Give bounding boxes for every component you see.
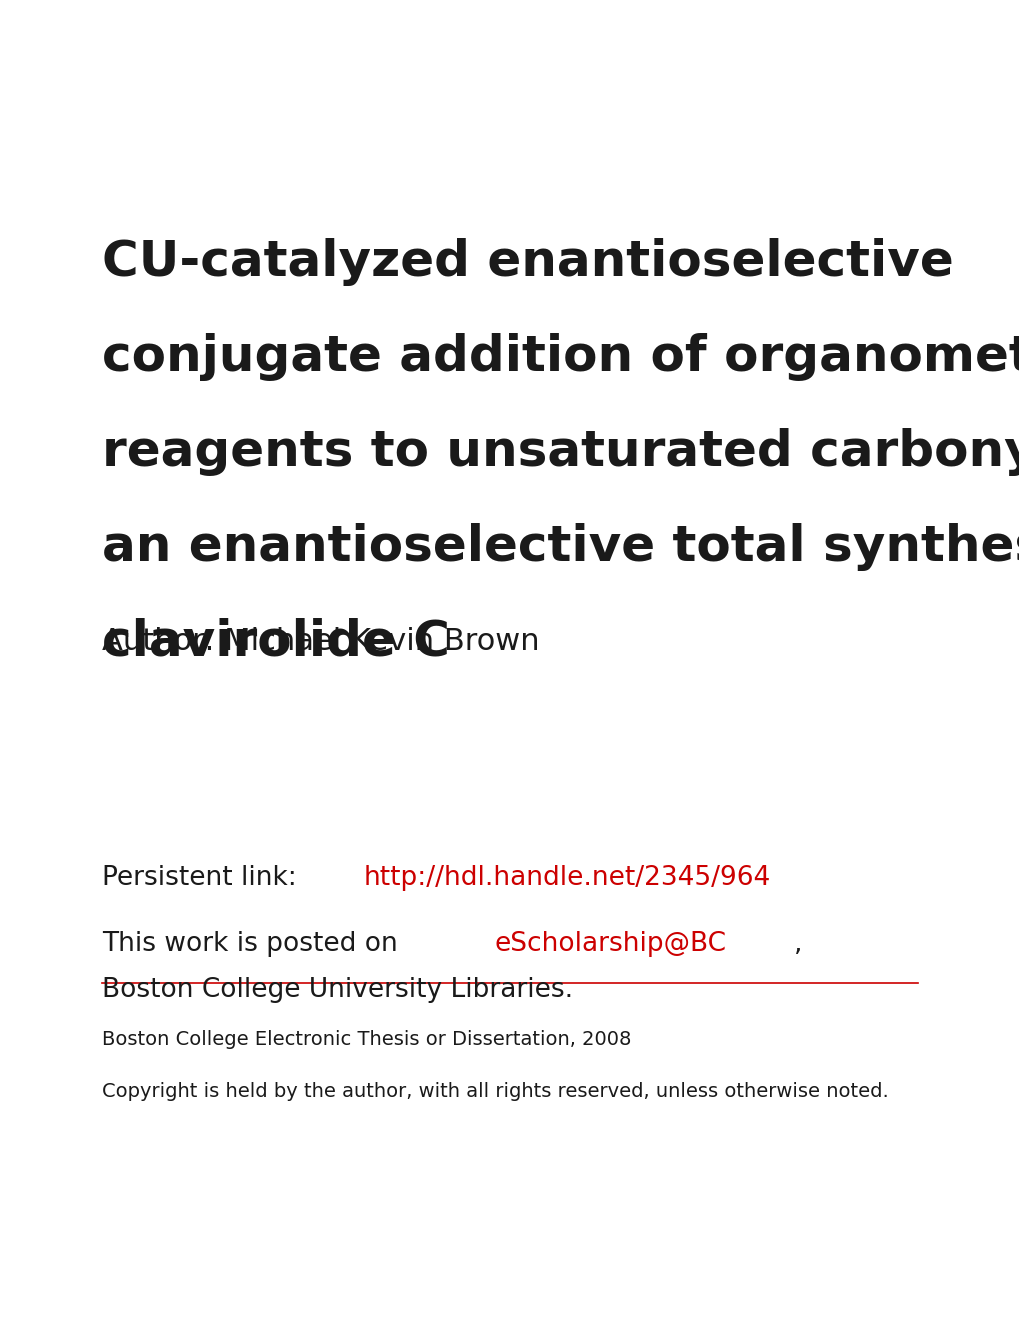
- Text: Copyright is held by the author, with all rights reserved, unless otherwise note: Copyright is held by the author, with al…: [102, 1082, 888, 1101]
- Text: Persistent link:: Persistent link:: [102, 865, 305, 891]
- Text: conjugate addition of organometal: conjugate addition of organometal: [102, 333, 1019, 380]
- Text: reagents to unsaturated carbonyls :: reagents to unsaturated carbonyls :: [102, 428, 1019, 475]
- Text: eScholarship@BC: eScholarship@BC: [494, 931, 726, 957]
- Text: an enantioselective total synthesis of: an enantioselective total synthesis of: [102, 523, 1019, 570]
- Text: Boston College Electronic Thesis or Dissertation, 2008: Boston College Electronic Thesis or Diss…: [102, 1030, 631, 1048]
- Text: This work is posted on: This work is posted on: [102, 931, 406, 957]
- Text: Boston College University Libraries.: Boston College University Libraries.: [102, 977, 573, 1003]
- Text: Author: Michael Kevin Brown: Author: Michael Kevin Brown: [102, 627, 539, 656]
- Text: clavirolide C: clavirolide C: [102, 618, 449, 665]
- Text: http://hdl.handle.net/2345/964: http://hdl.handle.net/2345/964: [364, 865, 770, 891]
- Text: ,: ,: [793, 931, 802, 957]
- Text: CU-catalyzed enantioselective: CU-catalyzed enantioselective: [102, 238, 953, 285]
